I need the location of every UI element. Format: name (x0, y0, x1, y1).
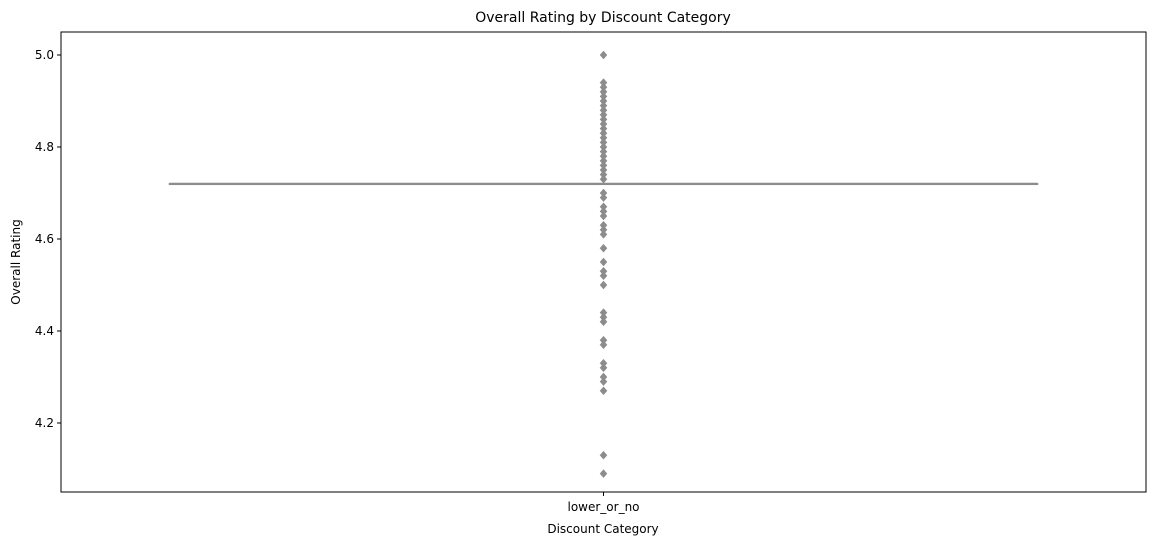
outlier-point (599, 193, 608, 202)
outlier-point (599, 363, 608, 373)
outlier-point (599, 230, 608, 239)
chart-title: Overall Rating by Discount Category (475, 10, 731, 26)
outlier-point (599, 469, 608, 478)
y-axis-ticks: 4.2 4.4 4.6 4.8 5.0 (35, 48, 61, 430)
outlier-point (599, 377, 608, 386)
y-tick-label: 4.8 (35, 140, 54, 154)
outlier-point (599, 450, 608, 460)
outlier-point (599, 211, 608, 221)
outlier-point (599, 280, 608, 290)
outlier-point (599, 50, 608, 60)
y-tick-label: 4.6 (35, 232, 54, 246)
y-tick-label: 4.4 (35, 324, 54, 338)
x-axis-title: Discount Category (547, 522, 658, 536)
x-axis-ticks: lower_or_no (567, 492, 640, 514)
y-tick-label: 4.2 (35, 416, 54, 430)
box-layer (168, 182, 1039, 186)
outlier-layer (599, 50, 608, 478)
y-axis-title: Overall Rating (9, 219, 23, 304)
x-tick-label: lower_or_no (567, 500, 639, 514)
outlier-point (599, 174, 608, 184)
outlier-point (599, 386, 608, 396)
outlier-point (599, 317, 608, 327)
outlier-point (599, 340, 608, 350)
outlier-point (599, 271, 608, 281)
outlier-point (599, 243, 608, 253)
y-tick-label: 5.0 (35, 48, 54, 62)
outlier-point (599, 257, 608, 267)
